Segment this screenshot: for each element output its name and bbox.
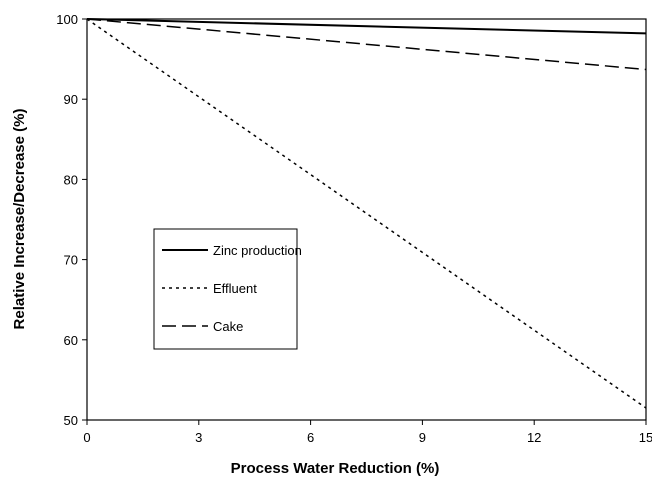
x-tick-label: 6 [307, 430, 314, 445]
y-axis-title: Relative Increase/Decrease (%) [11, 109, 28, 330]
y-tick-label: 50 [64, 413, 78, 428]
legend-label: Effluent [213, 281, 257, 296]
y-tick-label: 60 [64, 333, 78, 348]
legend-box [153, 228, 298, 350]
y-tick-label: 100 [56, 12, 78, 27]
x-tick-label: 9 [419, 430, 426, 445]
y-tick-label: 70 [64, 253, 78, 268]
y-tick-label: 80 [64, 172, 78, 187]
x-tick-label: 0 [83, 430, 90, 445]
legend-label: Cake [213, 319, 243, 334]
y-tick-label: 90 [64, 92, 78, 107]
x-tick-label: 3 [195, 430, 202, 445]
series-line-effluent [86, 18, 647, 409]
legend: Zinc production Effluent Cake [153, 228, 302, 350]
series-line-cake [86, 18, 647, 71]
legend-label: Zinc production [213, 243, 302, 258]
x-tick-label: 15 [639, 430, 652, 445]
x-tick-label: 12 [527, 430, 541, 445]
series-line-zinc-production [86, 18, 647, 35]
x-axis-title: Process Water Reduction (%) [231, 460, 440, 477]
plot-area-frame [86, 18, 647, 421]
